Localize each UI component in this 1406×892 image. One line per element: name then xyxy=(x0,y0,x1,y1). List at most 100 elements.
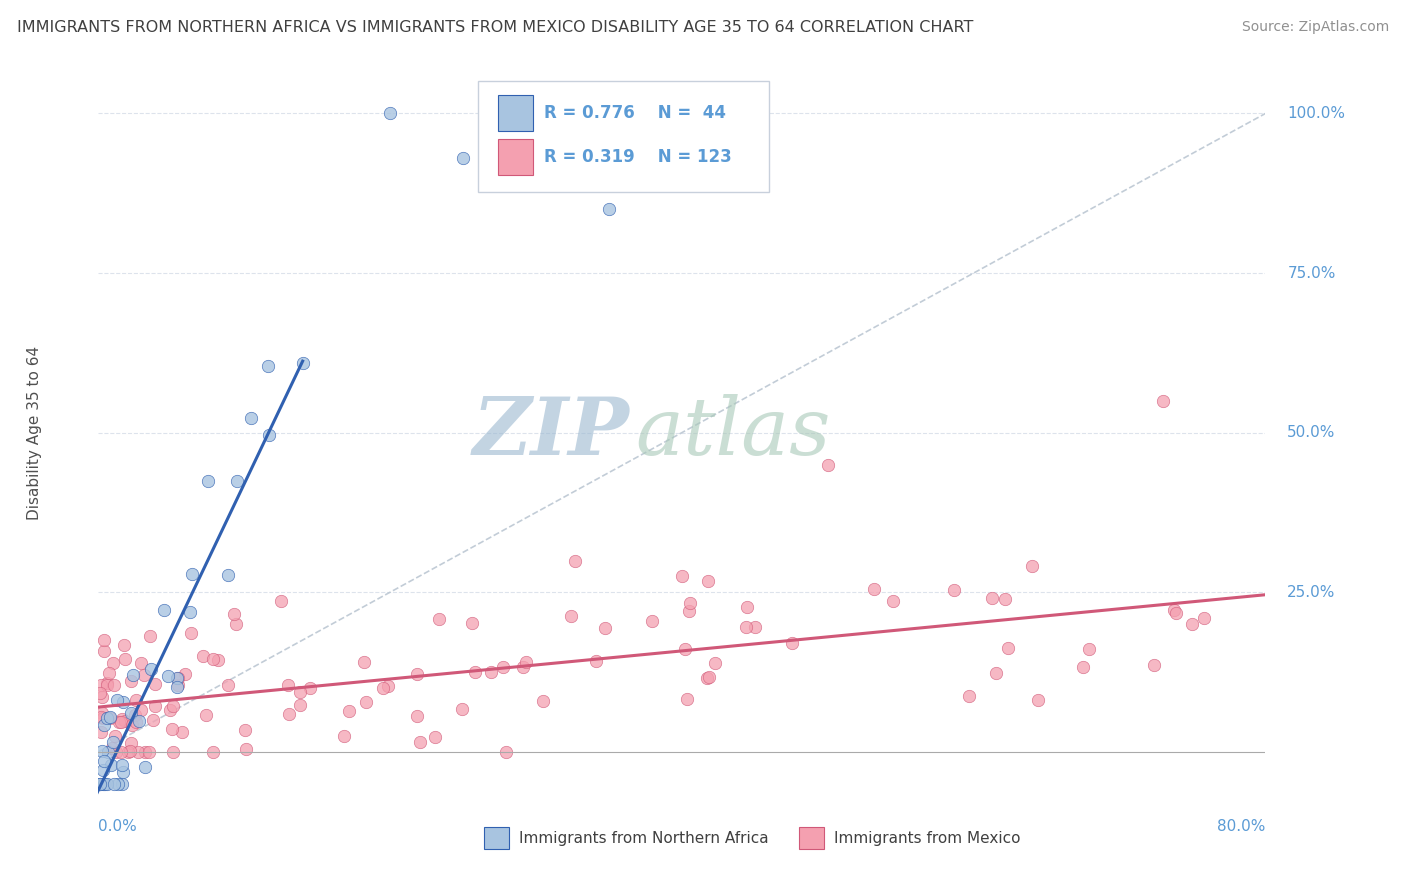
Point xyxy=(96,777,118,791)
Point xyxy=(1026,693,1049,707)
Point xyxy=(461,615,484,630)
Point xyxy=(380,106,402,120)
Point xyxy=(225,475,247,489)
Point xyxy=(641,614,664,628)
Point xyxy=(696,671,718,685)
Point xyxy=(132,667,155,681)
Point xyxy=(90,725,112,739)
Text: Immigrants from Northern Africa: Immigrants from Northern Africa xyxy=(519,830,768,846)
Point xyxy=(112,765,135,780)
Point xyxy=(111,712,134,726)
Point xyxy=(166,680,188,694)
Point xyxy=(233,723,256,737)
Point xyxy=(194,707,217,722)
Point xyxy=(90,690,112,705)
Point xyxy=(997,640,1019,655)
Point xyxy=(373,681,395,696)
Point xyxy=(112,638,135,652)
Point xyxy=(89,777,111,791)
Text: 50.0%: 50.0% xyxy=(1288,425,1336,440)
Point xyxy=(408,735,430,749)
Point xyxy=(298,681,321,696)
Point xyxy=(780,636,803,650)
Point xyxy=(103,678,125,692)
Point xyxy=(93,718,115,732)
Point xyxy=(235,742,257,756)
FancyBboxPatch shape xyxy=(498,95,533,130)
Point xyxy=(142,713,165,727)
Point xyxy=(222,607,245,621)
Point xyxy=(704,656,727,670)
Point xyxy=(129,657,152,671)
FancyBboxPatch shape xyxy=(484,827,509,849)
Point xyxy=(103,735,125,749)
Point xyxy=(277,678,299,692)
Point xyxy=(91,777,114,791)
Point xyxy=(93,754,115,768)
Point xyxy=(429,612,451,626)
Point xyxy=(143,677,166,691)
Point xyxy=(114,714,136,729)
Point xyxy=(259,427,281,442)
Point xyxy=(735,600,758,615)
Text: Disability Age 35 to 64: Disability Age 35 to 64 xyxy=(27,345,42,520)
Point xyxy=(110,714,132,729)
Point xyxy=(1077,641,1099,656)
Point xyxy=(225,616,247,631)
Point xyxy=(162,722,184,736)
Point xyxy=(120,706,142,721)
Text: 75.0%: 75.0% xyxy=(1288,266,1336,281)
Point xyxy=(121,673,143,688)
Point xyxy=(117,745,139,759)
Text: Immigrants from Mexico: Immigrants from Mexico xyxy=(834,830,1021,846)
Point xyxy=(143,698,166,713)
Point xyxy=(531,694,554,708)
Point xyxy=(125,693,148,707)
Text: 25.0%: 25.0% xyxy=(1288,584,1336,599)
Point xyxy=(217,568,239,582)
Point xyxy=(673,641,696,656)
Point xyxy=(734,620,756,634)
Point xyxy=(90,678,112,692)
Point xyxy=(96,711,118,725)
Point xyxy=(332,729,354,743)
Point xyxy=(942,583,965,598)
Point xyxy=(862,582,884,596)
Point xyxy=(138,745,160,759)
Point xyxy=(678,604,700,618)
Point xyxy=(93,777,115,791)
Point xyxy=(89,777,111,791)
Point xyxy=(153,603,176,617)
Point xyxy=(1192,611,1215,625)
Point xyxy=(980,591,1002,605)
Point xyxy=(110,745,132,759)
Point xyxy=(120,736,142,750)
Point xyxy=(1181,617,1204,632)
Point xyxy=(91,743,114,757)
Point xyxy=(180,626,202,640)
Point xyxy=(181,567,204,582)
Point xyxy=(179,605,201,619)
Point xyxy=(111,777,134,791)
Point xyxy=(1152,393,1174,408)
Point xyxy=(1164,607,1187,621)
Point xyxy=(817,458,839,472)
Point xyxy=(97,746,120,760)
Point xyxy=(167,677,190,691)
Point xyxy=(91,763,114,777)
Point xyxy=(291,356,314,370)
Point xyxy=(162,699,184,714)
Point xyxy=(202,651,225,665)
Point xyxy=(451,151,474,165)
Point xyxy=(560,608,582,623)
Point xyxy=(593,621,616,635)
Point xyxy=(240,411,263,425)
Point xyxy=(405,709,427,723)
Point xyxy=(174,667,197,681)
Text: 80.0%: 80.0% xyxy=(1218,819,1265,834)
Point xyxy=(96,678,118,692)
Point xyxy=(104,729,127,743)
Point xyxy=(104,745,127,759)
Text: 100.0%: 100.0% xyxy=(1288,106,1346,121)
Point xyxy=(111,758,134,772)
